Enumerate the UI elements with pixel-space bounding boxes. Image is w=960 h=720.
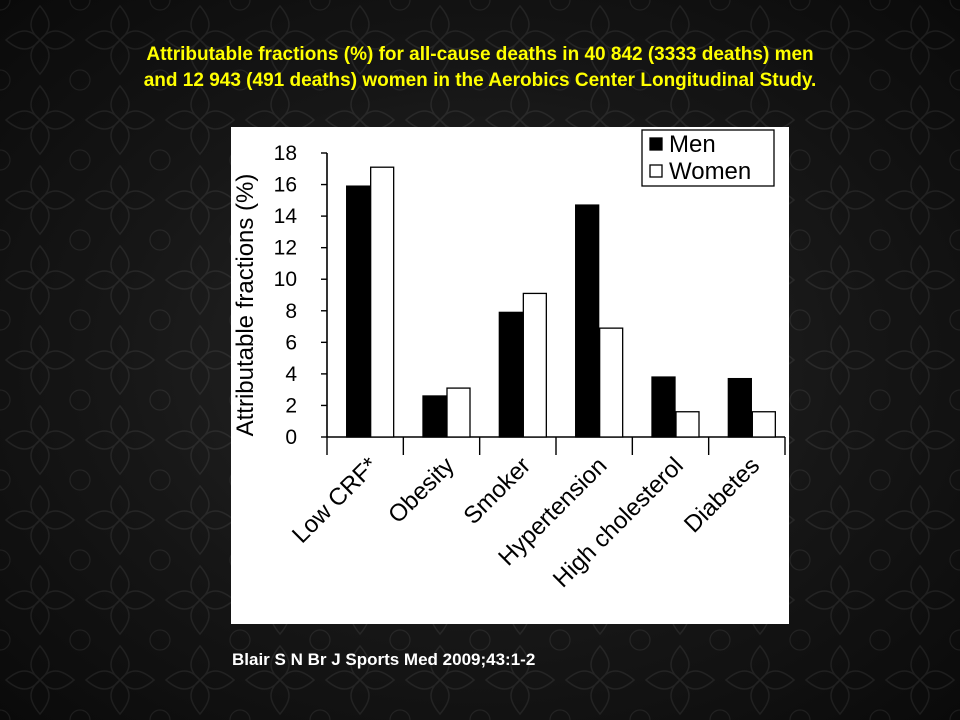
- bar-women-diabetes: [751, 411, 776, 438]
- legend-label-women: Women: [669, 158, 751, 185]
- citation: Blair S N Br J Sports Med 2009;43:1-2: [232, 650, 536, 669]
- bar-men-diabetes: [727, 377, 752, 438]
- legend-swatch-women: [649, 164, 663, 178]
- y-tick-label: 2: [285, 394, 297, 417]
- y-tick-label: 16: [274, 174, 297, 197]
- x-category-label: Diabetes: [679, 452, 765, 538]
- legend-swatch-men: [649, 137, 663, 151]
- slide-title: Attributable fractions (%) for all-cause…: [20, 42, 940, 94]
- slide-title-line-2: and 12 943 (491 deaths) women in the Aer…: [143, 70, 817, 91]
- y-tick-label: 4: [285, 363, 297, 386]
- x-category-label: High cholesterol: [548, 452, 689, 593]
- bar-chart: 0 2 4 6 8 10 12 14 16 18 Attributable fractions (%…: [232, 129, 786, 593]
- x-category-label: Smoker: [459, 452, 537, 530]
- y-tick-label: 12: [274, 237, 297, 260]
- bar-men-smoker: [498, 311, 523, 438]
- y-tick-label: 14: [274, 205, 298, 228]
- y-tick-label: 10: [274, 268, 297, 291]
- chart-panel: 0 2 4 6 8 10 12 14 16 18 Attributable fractions (%…: [231, 127, 789, 624]
- bar-women-smoker: [522, 292, 547, 438]
- y-tick-label: 0: [285, 426, 297, 449]
- x-category-label: Obesity: [383, 452, 460, 529]
- bar-women-high-cholesterol: [675, 411, 700, 438]
- y-axis-label: Attributable fractions (%): [232, 174, 259, 437]
- bar-women-hypertension: [599, 327, 624, 438]
- bar-women-obesity: [446, 387, 471, 438]
- bar-men-hypertension: [575, 204, 600, 438]
- y-tick-label: 6: [285, 331, 297, 354]
- slide-title-line-1: Attributable fractions (%) for all-cause…: [146, 44, 814, 65]
- bar-men-low-crf: [346, 185, 371, 438]
- x-category-label: Low CRF*: [287, 452, 383, 548]
- bar-men-high-cholesterol: [651, 376, 676, 438]
- legend-box: [641, 129, 775, 187]
- y-tick-label: 8: [285, 300, 297, 323]
- legend-label-men: Men: [669, 131, 716, 158]
- bar-men-obesity: [422, 395, 447, 438]
- y-tick-label: 18: [274, 142, 297, 165]
- bar-women-low-crf: [370, 166, 395, 438]
